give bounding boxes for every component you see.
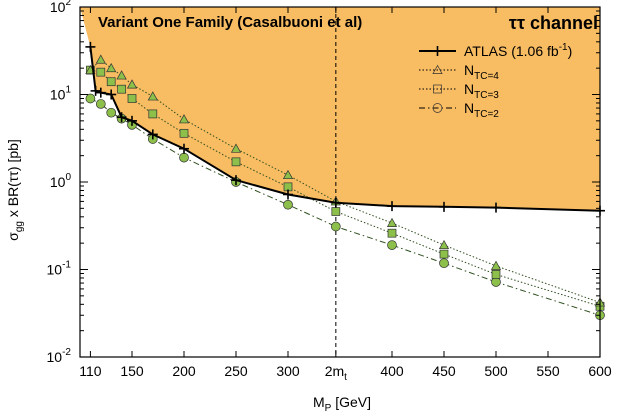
x-tick-label: 150	[120, 363, 144, 379]
data-point-ntc2	[387, 240, 397, 250]
data-point-ntc3	[387, 228, 397, 238]
data-point-atlas	[491, 202, 501, 213]
series-ntc4	[85, 54, 606, 307]
excluded-region	[80, 7, 600, 211]
data-point-atlas	[283, 189, 293, 200]
legend-label: ATLAS (1.06 fb-1)	[464, 42, 572, 59]
legend-item-atlas: ATLAS (1.06 fb-1)	[419, 42, 572, 59]
x-tick-label: 200	[172, 363, 196, 379]
data-point-atlas	[85, 41, 96, 52]
legend-item-ntc4: NTC=4	[419, 62, 499, 82]
x-tick-label: 2mt	[325, 363, 347, 383]
data-point-ntc2	[283, 199, 293, 210]
y-tick-label: 102	[50, 0, 72, 15]
legend-label: NTC=3	[464, 81, 499, 101]
data-point-ntc2	[95, 99, 106, 109]
data-point-ntc4	[95, 54, 106, 64]
x-tick-label: 600	[588, 363, 612, 379]
data-point-ntc4	[282, 169, 294, 180]
data-point-ntc4	[438, 239, 450, 250]
y-tick-label: 100	[50, 172, 72, 190]
legend-marker	[432, 46, 443, 56]
data-point-ntc3	[127, 94, 137, 103]
data-point-ntc3	[148, 109, 158, 119]
data-point-ntc3	[331, 207, 341, 216]
legend-item-ntc2: NTC=2	[419, 100, 499, 120]
legend-marker	[432, 103, 443, 113]
data-point-atlas	[95, 87, 106, 98]
data-point-ntc2	[491, 277, 501, 287]
x-tick-label: 300	[276, 363, 300, 379]
legend-marker	[433, 84, 442, 94]
series-layer	[85, 41, 606, 321]
x-tick-label: 450	[432, 363, 456, 379]
data-point-ntc3	[106, 77, 116, 87]
data-point-ntc4	[116, 70, 127, 80]
legend-label: NTC=2	[464, 100, 499, 120]
data-point-ntc2	[106, 107, 117, 118]
data-point-ntc4	[178, 114, 190, 124]
data-point-atlas	[439, 201, 449, 212]
data-point-ntc2	[330, 221, 341, 232]
y-axis-title: σgg x BR(ττ) [pb]	[5, 139, 25, 241]
data-point-atlas	[147, 129, 158, 140]
data-point-ntc3	[96, 67, 106, 77]
x-tick-label: 400	[380, 363, 404, 379]
x-tick-label: 250	[224, 363, 248, 379]
excluded-region-layer	[80, 7, 600, 211]
data-point-ntc4	[147, 91, 158, 101]
legend-item-ntc3: NTC=3	[419, 81, 499, 101]
data-point-atlas	[330, 197, 341, 208]
data-point-ntc3	[179, 128, 189, 138]
data-point-ntc3	[491, 270, 501, 279]
data-point-atlas	[231, 175, 241, 186]
x-tick-label: 550	[536, 363, 560, 379]
data-point-ntc4	[106, 62, 117, 73]
data-point-ntc3	[117, 84, 126, 94]
data-point-atlas	[387, 201, 397, 212]
x-axis-title: MP [GeV]	[313, 394, 371, 413]
data-point-atlas	[127, 115, 137, 126]
data-point-ntc4	[386, 217, 398, 227]
data-point-ntc2	[85, 93, 96, 104]
y-tick-label: 10-1	[47, 260, 72, 278]
data-point-ntc3	[439, 249, 449, 259]
x-tick-label: 500	[484, 363, 508, 379]
series-atlas	[85, 41, 605, 216]
data-point-atlas	[90, 85, 101, 96]
legend-marker	[432, 64, 443, 74]
data-point-ntc4	[490, 260, 502, 270]
legend-label: NTC=4	[464, 62, 499, 82]
y-tick-label: 10-2	[47, 347, 72, 365]
series-line-ntc4	[90, 59, 601, 303]
data-point-atlas	[116, 112, 127, 123]
y-tick-label: 101	[50, 85, 72, 103]
x-tick-label: 110	[79, 363, 102, 379]
data-point-ntc4	[126, 79, 138, 89]
data-point-atlas	[106, 89, 117, 100]
channel-label: ττ channel	[509, 13, 598, 33]
tick-layer: 110 150 200 250 300 2mt 400 450 500 550 600 102 101 1…	[47, 0, 612, 383]
data-point-ntc4	[230, 143, 242, 153]
data-point-ntc2	[179, 152, 189, 163]
data-point-ntc2	[439, 258, 449, 269]
data-point-atlas	[179, 143, 189, 154]
chart-title: Variant One Family (Casalbuoni et al)	[98, 14, 362, 31]
data-point-ntc3	[231, 157, 241, 167]
series-line-ntc3	[90, 69, 601, 307]
